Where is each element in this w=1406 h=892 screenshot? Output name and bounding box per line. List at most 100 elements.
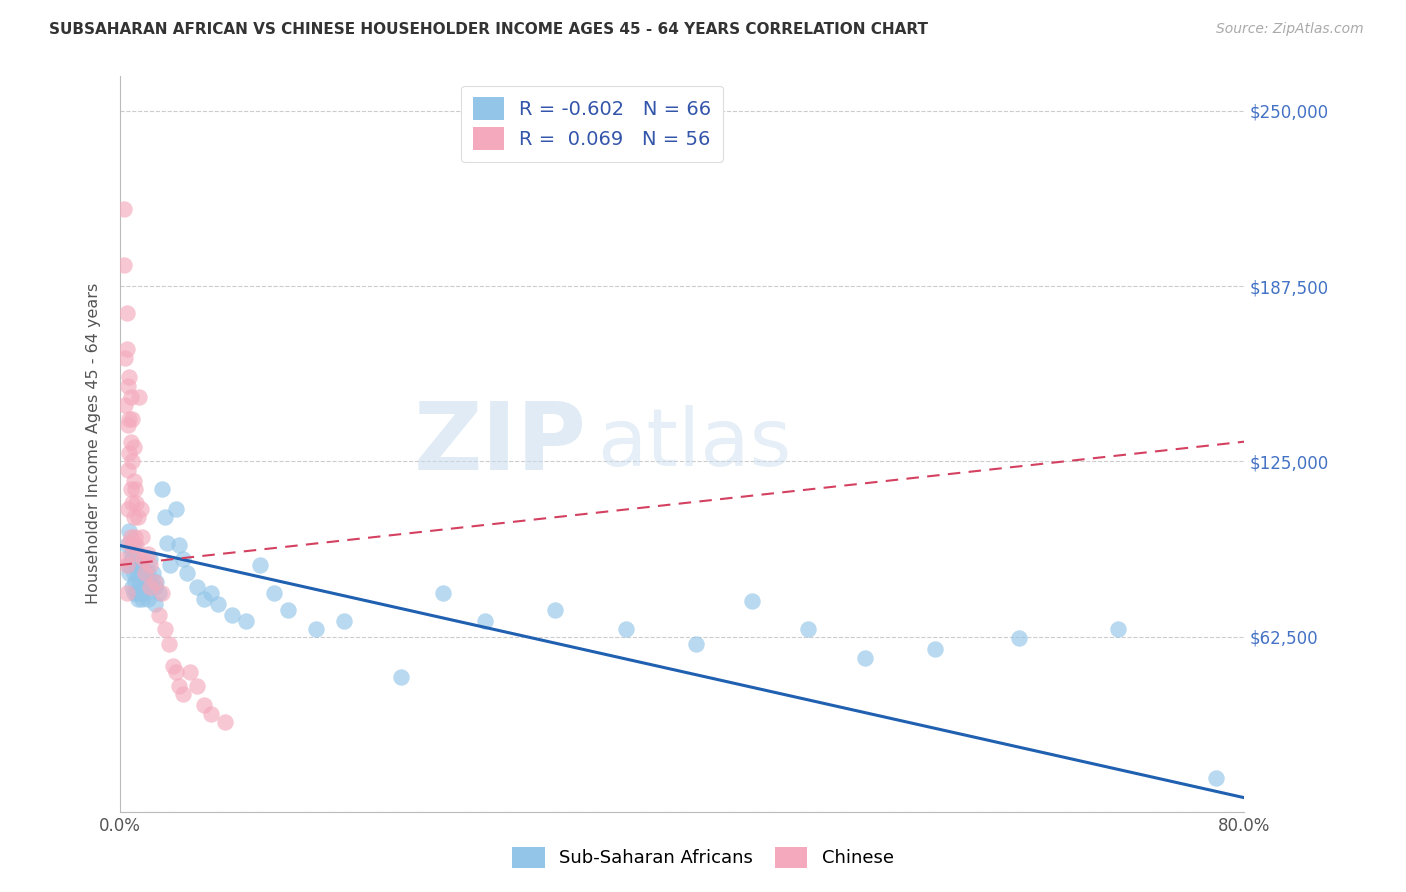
Point [120,483,142,497]
Point [117,378,139,392]
Text: ZIP: ZIP [413,398,586,490]
Point [162,659,184,673]
Point [153,623,176,637]
Point [117,502,139,516]
Point [1107,623,1129,637]
Point [122,510,145,524]
Point [115,538,138,552]
Point [145,574,167,589]
Point [121,412,143,426]
Point [121,496,143,510]
Point [186,679,208,693]
Point [131,569,153,583]
Point [176,566,198,581]
Point [117,463,139,477]
Point [122,440,145,454]
Point [139,581,162,595]
Point [118,535,141,549]
Point [118,524,141,539]
Point [207,597,229,611]
Point [143,574,166,589]
Y-axis label: Householder Income Ages 45 - 64 years: Householder Income Ages 45 - 64 years [86,283,101,605]
Point [122,586,145,600]
Point [200,586,222,600]
Point [924,642,946,657]
Point [115,306,138,320]
Point [156,535,179,549]
Point [118,566,141,581]
Point [134,564,156,578]
Point [142,566,165,581]
Point [117,558,139,572]
Point [167,538,190,552]
Point [118,412,141,426]
Point [249,558,271,572]
Point [132,552,155,566]
Point [121,538,143,552]
Point [115,586,138,600]
Point [432,586,454,600]
Point [614,623,637,637]
Point [853,650,876,665]
Point [1205,771,1227,785]
Point [172,552,194,566]
Point [305,623,328,637]
Point [157,636,180,650]
Point [124,483,146,497]
Point [122,474,145,488]
Point [122,566,145,581]
Point [122,538,145,552]
Point [115,558,138,572]
Point [131,591,153,606]
Point [165,502,187,516]
Point [112,258,135,272]
Point [389,670,412,684]
Point [121,581,143,595]
Point [114,552,136,566]
Point [127,566,149,581]
Point [179,665,201,679]
Text: Source: ZipAtlas.com: Source: ZipAtlas.com [1216,22,1364,37]
Point [741,594,763,608]
Point [139,574,162,589]
Point [127,510,149,524]
Point [153,510,176,524]
Point [129,558,152,572]
Point [125,496,148,510]
Point [132,581,155,595]
Point [277,603,299,617]
Legend: Sub-Saharan Africans, Chinese: Sub-Saharan Africans, Chinese [502,836,904,879]
Point [124,574,146,589]
Point [134,566,156,581]
Point [165,665,187,679]
Point [120,530,142,544]
Point [125,558,148,572]
Point [148,586,170,600]
Point [200,706,222,721]
Point [333,614,356,628]
Point [118,446,141,460]
Point [797,623,820,637]
Point [114,398,136,412]
Point [134,586,156,600]
Point [186,581,208,595]
Point [131,530,153,544]
Point [120,434,142,449]
Point [159,558,181,572]
Point [685,636,707,650]
Point [136,547,159,561]
Point [120,390,142,404]
Point [544,603,567,617]
Point [139,558,162,572]
Point [136,566,159,581]
Point [127,591,149,606]
Point [214,714,236,729]
Point [125,586,148,600]
Point [117,417,139,432]
Point [143,597,166,611]
Legend: R = -0.602   N = 66, R =  0.069   N = 56: R = -0.602 N = 66, R = 0.069 N = 56 [461,86,723,161]
Point [167,679,190,693]
Point [121,454,143,468]
Point [128,574,150,589]
Point [474,614,496,628]
